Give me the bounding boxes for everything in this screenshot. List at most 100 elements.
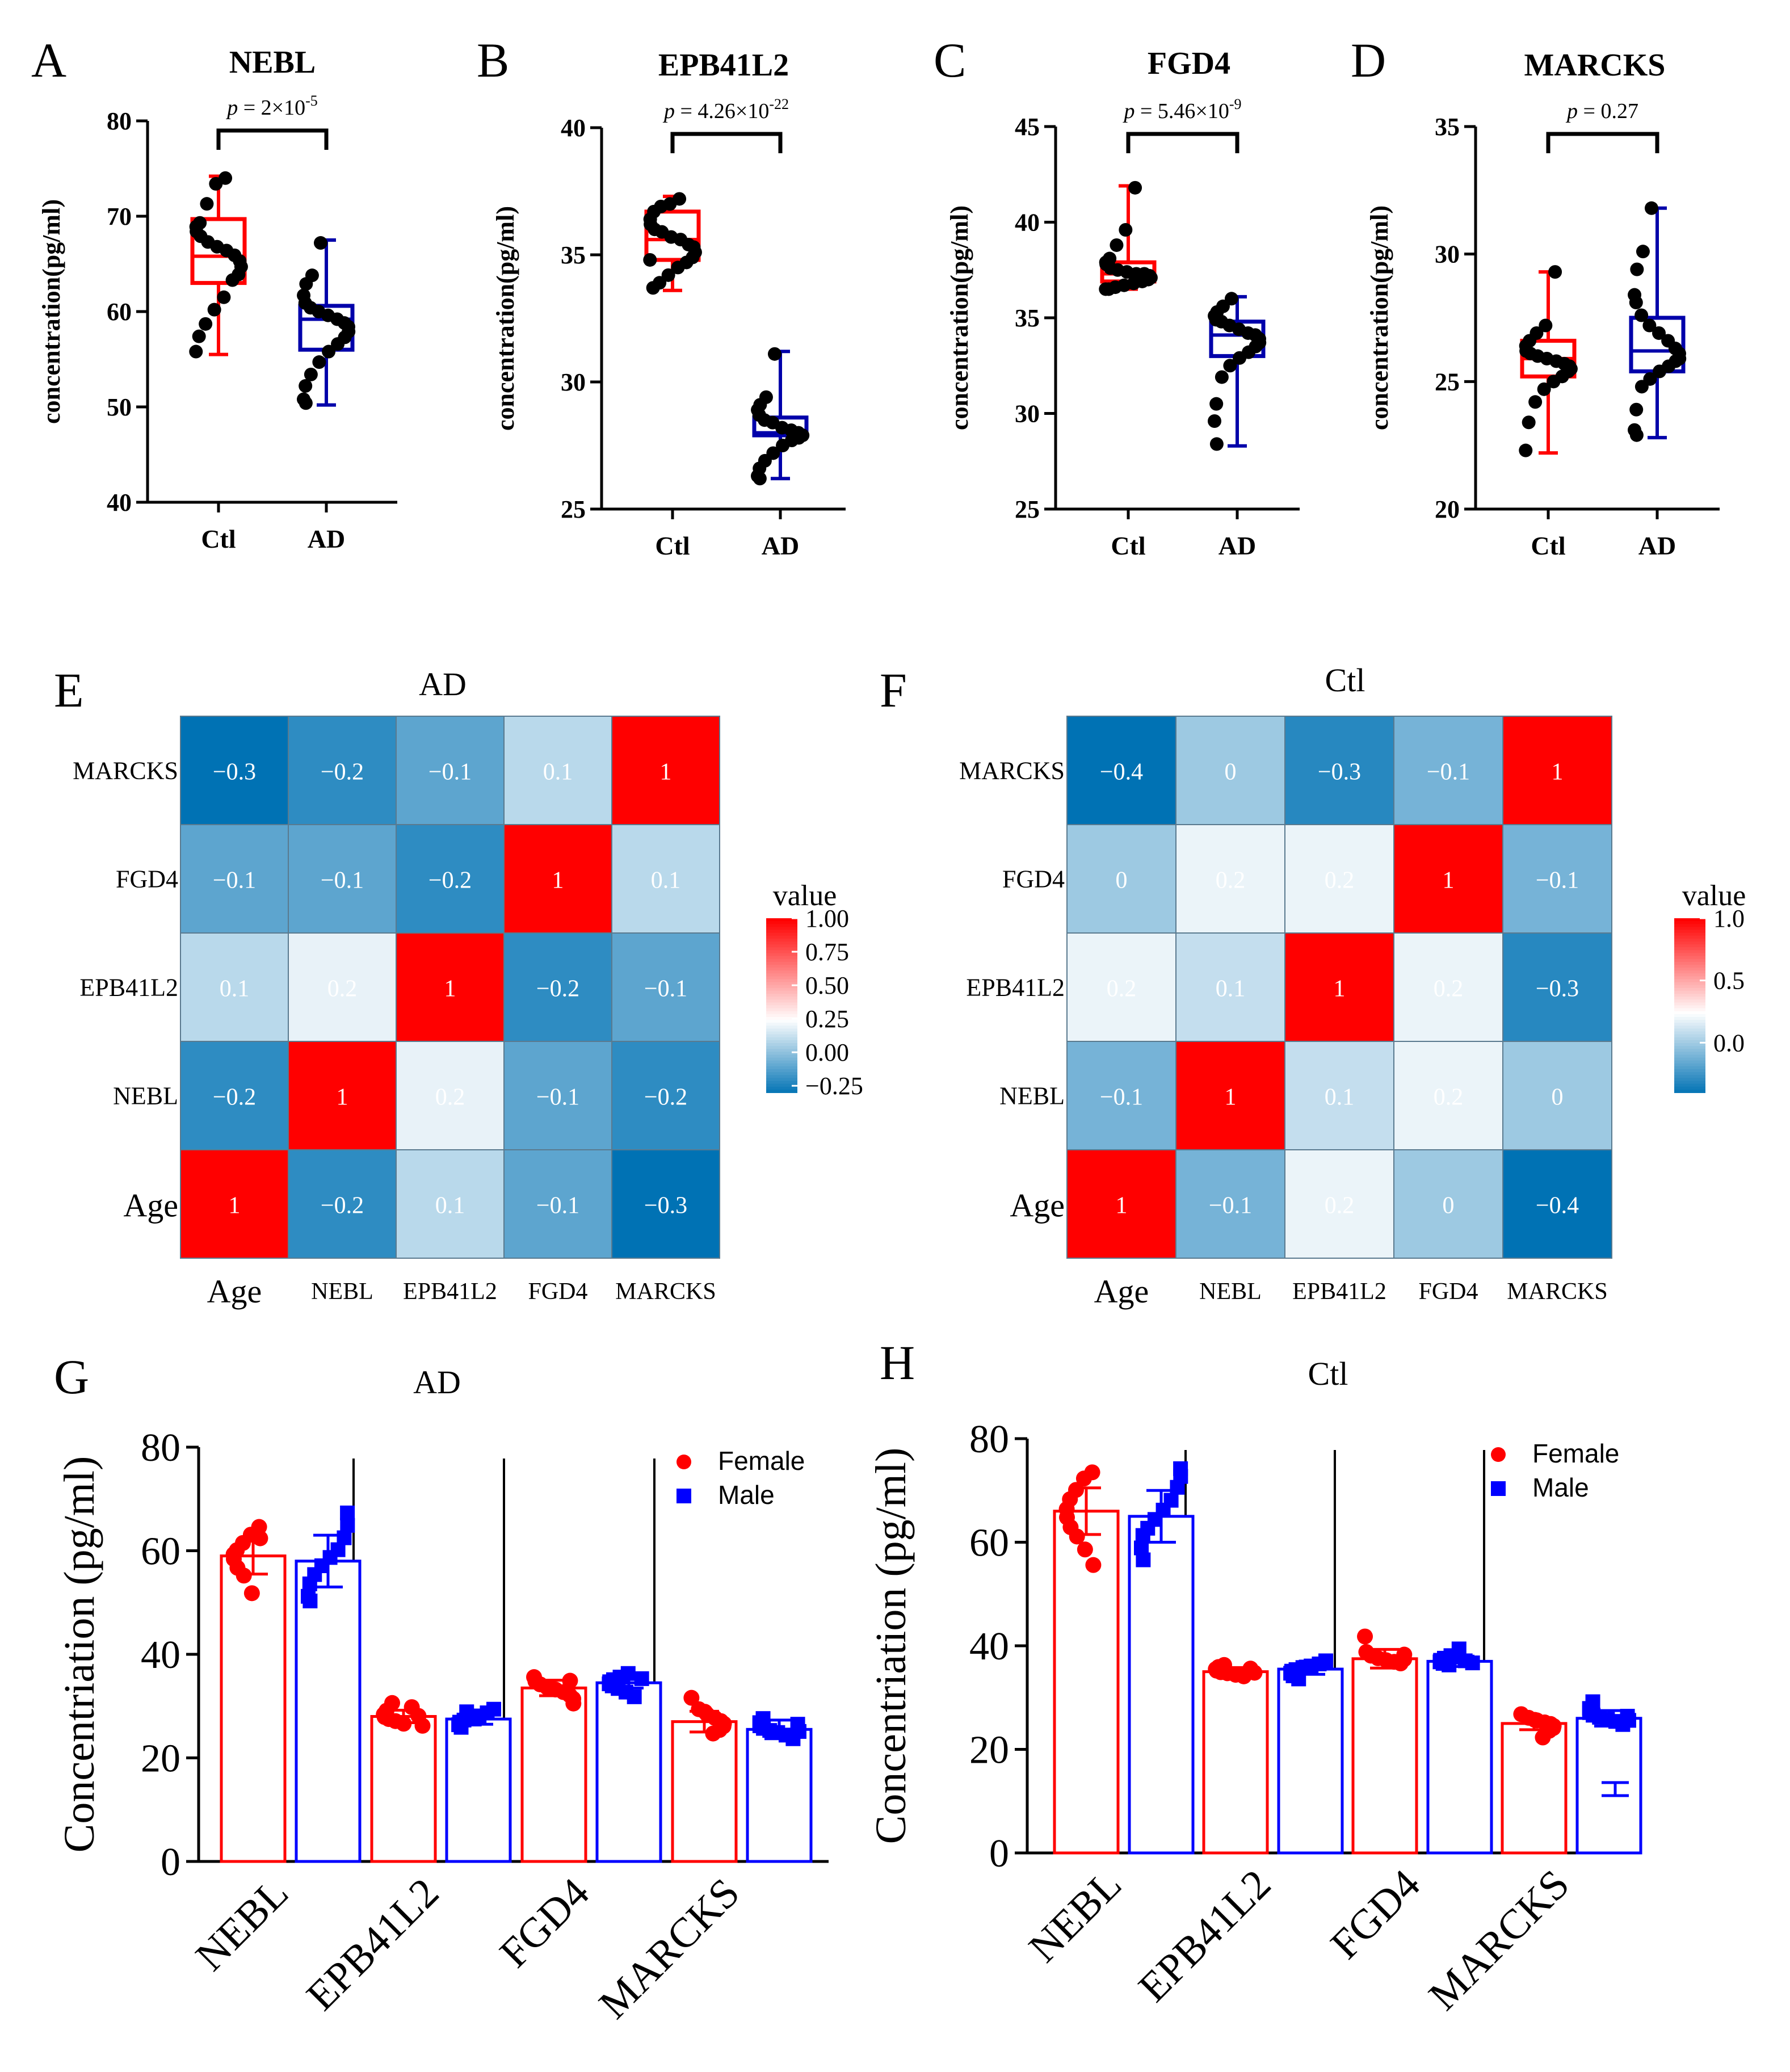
data-point [304,367,318,381]
data-point [1170,1480,1185,1495]
heatmap-cell [1175,824,1285,934]
legend-gradient-step [1674,990,1705,995]
legend-gradient-step [1674,1037,1705,1041]
heatmap-row-label: MARCKS [959,757,1065,785]
bar-group-male [1277,1653,1344,1855]
data-point [1535,1729,1551,1746]
heatmap-row-label: EPB41L2 [79,974,178,1002]
data-point [627,1689,642,1704]
data-point [1642,318,1657,333]
legend-gradient-step [1674,932,1705,936]
panel-h: H Ctl 0 20 40 60 80 Concentriation (pg/ml) NEBL… [867,1335,1642,2019]
heatmap-cell [1066,824,1176,934]
legend-gradient-step [766,932,797,936]
bar-group-female [1202,1657,1269,1855]
bar [1501,1722,1568,1855]
legend-gradient-step [1674,970,1705,974]
heatmap-cell [1393,1041,1503,1150]
legend-gradient-step [1674,941,1705,945]
p-value-text: = 2×10 [238,96,305,120]
data-point [1630,262,1644,276]
heatmap-cell-label: −0.4 [1100,759,1143,785]
legend-gradient-step [1674,927,1705,931]
legend-gradient-step [1674,1043,1705,1047]
data-point [225,273,239,287]
box-ctl [1519,265,1578,457]
x-tick-label: EPB41L2 [298,1869,448,2019]
y-axis-label: Concentriation (pg/ml) [867,1448,915,1844]
legend-gradient-step [766,1031,797,1035]
heatmap-cell [1502,716,1612,825]
data-point [1537,382,1551,396]
legend-tick-label: 0.25 [805,1005,849,1033]
heatmap-cell [1175,932,1285,1042]
legend-title: value [1682,880,1746,912]
heatmap-cell [396,1041,505,1150]
heatmap-cell-label: −0.1 [1427,759,1470,785]
data-point [252,1530,268,1546]
heatmap-cell-label: 1 [1552,759,1564,785]
bar-group-male [295,1505,362,1863]
data-point [1636,245,1650,259]
legend-label: Male [1532,1473,1589,1502]
p-value-text: = 5.46×10 [1134,99,1229,123]
heatmap-cell-label: 0.1 [543,759,573,785]
heatmap-cell-label: −0.3 [1318,759,1361,785]
bar-group-male [746,1711,813,1863]
heatmap-cell-label: −0.1 [428,759,472,785]
chart-title: Ctl [1308,1355,1348,1392]
legend-gradient-step [1674,1016,1705,1021]
heatmap-cell [1066,716,1176,825]
data-point [1233,351,1247,365]
bar-group-female [520,1669,587,1863]
box-iqr [752,415,809,438]
legend-gradient-step [766,970,797,974]
box-iqr [190,217,247,285]
legend-title: value [773,880,837,912]
panel-g: G AD 0 20 40 60 80 Concentriation (pg/ml) NEBL E… [54,1350,829,2028]
panel-letter-h: H [880,1335,915,1390]
panel-f-chart: Ctl −0.4 0 −0.3 −0.1 1 0 0.2 0.2 1 −0.1 0.2 0.1 1 0.2 −… [959,662,1746,1310]
legend-gradient-step [766,987,797,991]
y-tick-label: 40 [107,489,132,516]
y-tick-label: 25 [1015,495,1040,523]
legend-gradient-step [1674,1086,1705,1090]
x-tick-label: AD [1218,531,1256,560]
box-ctl [1099,180,1158,296]
legend-tick-label: 1.00 [805,905,849,932]
heatmap-cell-label: −0.1 [536,1193,579,1219]
data-point [199,317,213,331]
legend-gradient-step [766,959,797,963]
legend-marker [676,1489,691,1503]
data-point [1110,238,1124,252]
chart-title: MARCKS [1524,48,1666,83]
p-value-prefix: p [1565,99,1578,123]
heatmap-cell [1175,716,1285,825]
legend-gradient-step [766,930,797,934]
data-point [1522,415,1536,430]
bar-group-female [1053,1464,1120,1855]
data-point [1527,1712,1543,1728]
heatmap-cell [503,1041,612,1150]
data-point [1653,364,1667,379]
panel-e: E AD −0.3 −0.2 −0.1 0.1 1 −0.1 −0.1 −0.2 1 0.1 0.1 0… [54,663,863,1310]
box-ad [297,236,356,410]
box-ad [1628,201,1687,442]
heatmap-cell [1066,1041,1176,1150]
panel-letter-g: G [54,1350,89,1404]
legend-gradient-step [1674,1078,1705,1082]
heatmap-col-label: FGD4 [1418,1279,1478,1305]
panel-letter-d: D [1351,33,1386,87]
bar-group-male [1426,1641,1493,1855]
legend-gradient-step [766,1075,797,1079]
heatmap-cell-label: 0.2 [1434,976,1464,1002]
data-point [1077,1541,1093,1558]
heatmap-cell [288,1149,397,1259]
heatmap-row-label: Age [123,1187,178,1224]
heatmap-cell-label: 0.2 [1325,868,1355,894]
panel-d-chart: MARCKS 20 25 30 35 concentration(pg/ml) Ctl AD p… [1365,48,1720,560]
legend-gradient-step [766,982,797,986]
data-point [1652,326,1666,340]
data-point [767,347,781,361]
legend-tick-label: 0.75 [805,938,849,966]
